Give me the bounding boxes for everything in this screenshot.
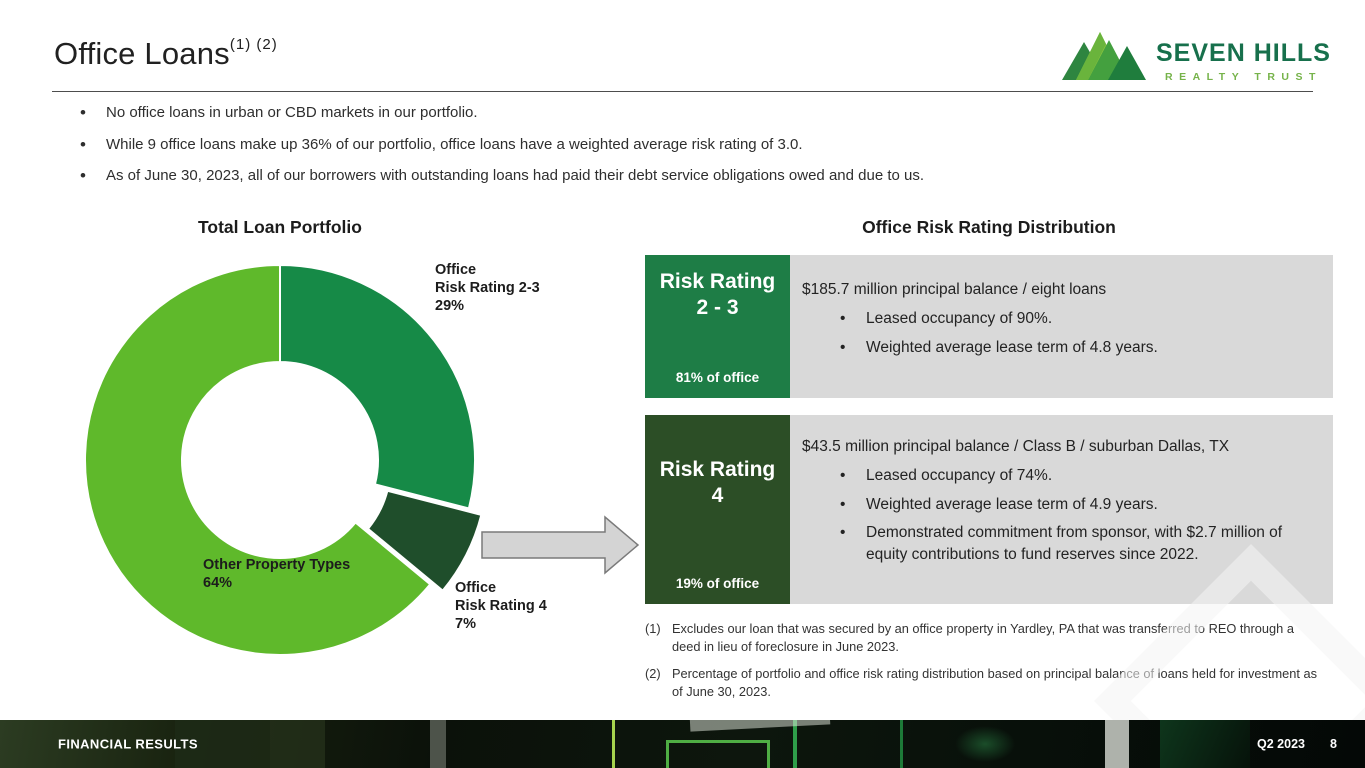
key-point: As of June 30, 2023, all of our borrower… xyxy=(80,166,924,186)
risk-rating-2-3-details: $185.7 million principal balance / eight… xyxy=(790,255,1333,398)
logo-text: SEVEN HILLS REALTY TRUST xyxy=(1156,28,1331,84)
footnote-2: (2) Percentage of portfolio and office r… xyxy=(645,665,1317,699)
risk-rating-2-3-tag: Risk Rating 2 - 3 81% of office xyxy=(645,255,790,398)
footer-period: Q2 2023 xyxy=(1257,737,1305,751)
footer-page-number: 8 xyxy=(1330,737,1337,751)
detail-bullet: Weighted average lease term of 4.9 years… xyxy=(802,494,1317,516)
donut-chart-title: Total Loan Portfolio xyxy=(198,217,362,237)
risk-rating-4-details: $43.5 million principal balance / Class … xyxy=(790,415,1333,604)
donut-chart xyxy=(84,263,482,656)
right-arrow-icon xyxy=(481,515,640,575)
title-divider xyxy=(52,91,1313,92)
footer-decor xyxy=(612,720,615,768)
page-title-superscript: (1) (2) xyxy=(229,35,278,53)
footer-decor xyxy=(793,720,797,768)
pct-of-office: 81% of office xyxy=(675,370,760,385)
donut-segment xyxy=(366,489,482,593)
pct-of-office: 19% of office xyxy=(675,576,760,591)
footer-decor xyxy=(689,720,831,732)
donut-label-risk-rating-4: Office Risk Rating 4 7% xyxy=(455,580,547,633)
page-title-text: Office Loans xyxy=(54,36,230,71)
footer-decor xyxy=(430,720,446,768)
detail-bullet: Leased occupancy of 74%. xyxy=(802,465,1317,487)
mountains-icon xyxy=(1062,32,1146,80)
donut-label-risk-rating-2-3: Office Risk Rating 2-3 29% xyxy=(435,262,540,315)
footer-decor xyxy=(666,740,770,768)
risk-rating-4-tag: Risk Rating 4 19% of office xyxy=(645,415,790,604)
risk-rating-4-box: Risk Rating 4 19% of office $43.5 millio… xyxy=(645,415,1333,604)
donut-segment xyxy=(279,263,476,510)
key-point: No office loans in urban or CBD markets … xyxy=(80,103,924,123)
detail-bullet: Demonstrated commitment from sponsor, wi… xyxy=(802,522,1317,565)
footer-bar: FINANCIAL RESULTS Q2 2023 8 xyxy=(0,720,1365,768)
logo-subtitle: REALTY TRUST xyxy=(1164,71,1322,83)
donut-segment xyxy=(84,263,432,656)
distribution-title: Office Risk Rating Distribution xyxy=(862,217,1116,237)
footer-decor xyxy=(1105,720,1129,768)
logo-name: SEVEN HILLS xyxy=(1156,39,1331,67)
key-points-list: No office loans in urban or CBD markets … xyxy=(80,103,924,199)
risk-rating-2-3-box: Risk Rating 2 - 3 81% of office $185.7 m… xyxy=(645,255,1333,398)
footnotes: (1) Excludes our loan that was secured b… xyxy=(645,620,1323,710)
footer-decor xyxy=(955,726,1015,762)
detail-bullet: Leased occupancy of 90%. xyxy=(802,308,1317,330)
footer-decor xyxy=(270,720,325,768)
footer-decor xyxy=(900,720,903,768)
detail-bullet: Weighted average lease term of 4.8 years… xyxy=(802,337,1317,359)
page-title: Office Loans(1) (2) xyxy=(54,36,278,72)
donut-label-other-property-types: Other Property Types 64% xyxy=(203,557,351,592)
footnote-1: (1) Excludes our loan that was secured b… xyxy=(645,621,1294,654)
footer-decor xyxy=(175,720,270,768)
key-point: While 9 office loans make up 36% of our … xyxy=(80,135,924,155)
footer-section-label: FINANCIAL RESULTS xyxy=(58,736,198,752)
company-logo: SEVEN HILLS REALTY TRUST xyxy=(1062,28,1331,84)
footer-decor xyxy=(1160,720,1250,768)
